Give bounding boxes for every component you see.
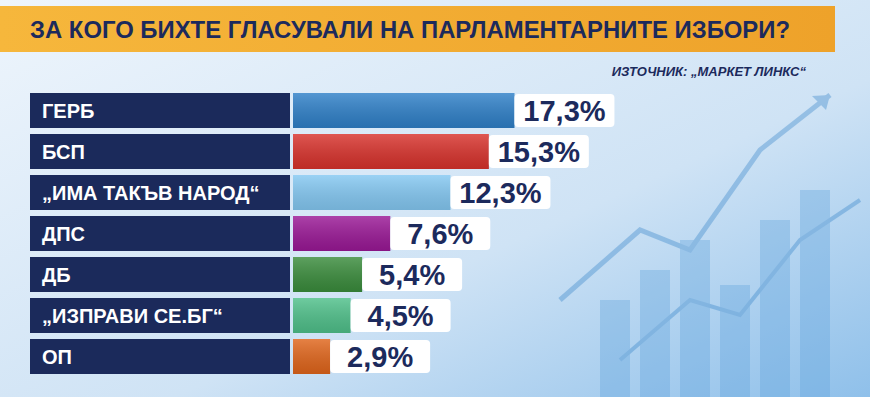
data-label: 7,6% xyxy=(407,218,473,250)
decor-arrowhead xyxy=(812,95,830,110)
data-label: 15,3% xyxy=(498,136,580,168)
category-label: „ИМА ТАКЪВ НАРОД“ xyxy=(42,182,260,204)
bar xyxy=(293,134,489,169)
category-labels: ГЕРБ БСП „ИМА ТАКЪВ НАРОД“ ДПС ДБ „ИЗПРАВИ СЕ… xyxy=(30,93,290,374)
bar-shine xyxy=(293,216,390,251)
page: {"chart_data": {"type": "bar", "title": … xyxy=(0,0,870,397)
data-label-box xyxy=(351,299,451,332)
data-label-box xyxy=(514,94,614,127)
category-label: ГЕРБ xyxy=(42,100,94,122)
bar xyxy=(293,257,362,292)
category-box xyxy=(30,134,290,169)
category-box xyxy=(30,298,290,333)
decor-bar xyxy=(680,240,710,397)
data-labels: 17,3% 15,3% 12,3% 7,6% 5,4% 4,5% 2,9% xyxy=(330,94,614,373)
data-label: 17,3% xyxy=(523,95,605,127)
bar xyxy=(293,175,450,210)
bars xyxy=(293,93,514,374)
category-box xyxy=(30,216,290,251)
chart: ЗА КОГО БИХТЕ ГЛАСУВАЛИ НА ПАРЛАМЕНТАРНИ… xyxy=(0,0,870,397)
data-label: 4,5% xyxy=(368,300,434,332)
decor-bar xyxy=(640,270,670,397)
bar-shine xyxy=(293,339,330,374)
subtitle: ИЗТОЧНИК: „МАРКЕТ ЛИНКС“ xyxy=(612,64,807,79)
bar xyxy=(293,93,514,128)
data-label-box xyxy=(362,258,462,291)
data-label: 12,3% xyxy=(459,177,541,209)
bar-shine xyxy=(293,175,450,210)
title: ЗА КОГО БИХТЕ ГЛАСУВАЛИ НА ПАРЛАМЕНТАРНИ… xyxy=(30,17,790,43)
data-label-box xyxy=(450,176,550,209)
category-label: ОП xyxy=(42,346,72,368)
bar xyxy=(293,298,351,333)
data-label: 2,9% xyxy=(347,341,413,373)
data-label-box xyxy=(330,340,430,373)
data-label: 5,4% xyxy=(379,259,445,291)
decoration xyxy=(560,95,860,397)
decor-bar xyxy=(760,220,790,397)
bar xyxy=(293,339,330,374)
category-box xyxy=(30,257,290,292)
category-box xyxy=(30,93,290,128)
category-label: ДБ xyxy=(42,264,71,286)
decor-bar xyxy=(720,285,750,397)
decor-bar xyxy=(600,300,630,397)
category-box xyxy=(30,175,290,210)
category-label: БСП xyxy=(42,141,85,163)
bar-shine xyxy=(293,134,489,169)
data-label-box xyxy=(390,217,490,250)
background xyxy=(0,0,870,397)
data-label-box xyxy=(489,135,589,168)
title-bar xyxy=(0,6,835,52)
category-label: ДПС xyxy=(42,223,85,245)
decor-arrow xyxy=(620,200,860,360)
bar-shine xyxy=(293,93,514,128)
category-label: „ИЗПРАВИ СЕ.БГ“ xyxy=(42,305,223,327)
category-box xyxy=(30,339,290,374)
bar xyxy=(293,216,390,251)
bar-shine xyxy=(293,298,351,333)
bar-shine xyxy=(293,257,362,292)
